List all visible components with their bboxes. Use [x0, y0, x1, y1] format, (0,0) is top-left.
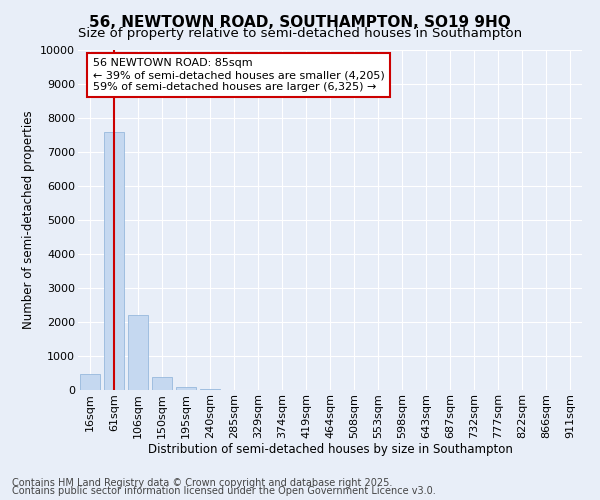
- Bar: [152, 378, 172, 390]
- Text: Contains public sector information licensed under the Open Government Licence v3: Contains public sector information licen…: [12, 486, 436, 496]
- Text: Size of property relative to semi-detached houses in Southampton: Size of property relative to semi-detach…: [78, 28, 522, 40]
- Text: Contains HM Land Registry data © Crown copyright and database right 2025.: Contains HM Land Registry data © Crown c…: [12, 478, 392, 488]
- Text: 56 NEWTOWN ROAD: 85sqm
← 39% of semi-detached houses are smaller (4,205)
59% of : 56 NEWTOWN ROAD: 85sqm ← 39% of semi-det…: [93, 58, 385, 92]
- Y-axis label: Number of semi-detached properties: Number of semi-detached properties: [22, 110, 35, 330]
- Text: 56, NEWTOWN ROAD, SOUTHAMPTON, SO19 9HQ: 56, NEWTOWN ROAD, SOUTHAMPTON, SO19 9HQ: [89, 15, 511, 30]
- Bar: [80, 374, 100, 390]
- Bar: [104, 132, 124, 390]
- Bar: [200, 389, 220, 390]
- Bar: [128, 315, 148, 390]
- X-axis label: Distribution of semi-detached houses by size in Southampton: Distribution of semi-detached houses by …: [148, 444, 512, 456]
- Bar: [176, 386, 196, 390]
